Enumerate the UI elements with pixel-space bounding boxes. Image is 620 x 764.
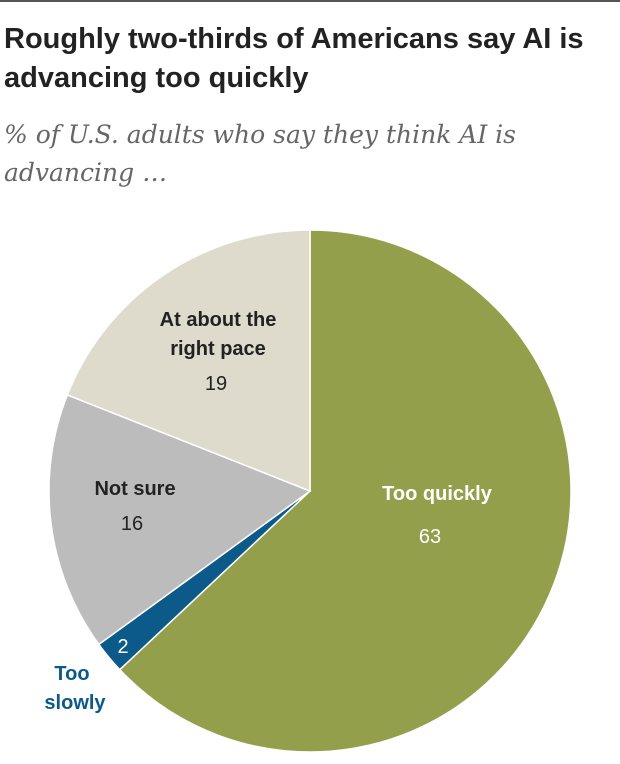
pie-slices	[48, 229, 572, 753]
slice-value-too-quickly: 63	[419, 526, 441, 548]
slice-label-at-about-the-right-pace: At about the right pace	[160, 309, 277, 360]
slice-value-at-about-the-right-pace: 19	[205, 373, 227, 395]
pie-slice-too-quickly	[118, 229, 572, 753]
chart-subtitle: % of U.S. adults who say they think AI i…	[4, 120, 516, 187]
pie-slice-not-sure	[48, 393, 312, 646]
slice-label-too-slowly: Too slowly	[44, 663, 106, 714]
chart-title: Roughly two-thirds of Americans say AI i…	[4, 23, 584, 94]
slice-value-too-slowly: 2	[117, 636, 128, 658]
pie-labels: Too quickly 63 Too slowly 2 Not sure 16 At abou…	[44, 309, 492, 714]
slice-value-not-sure: 16	[121, 513, 143, 535]
top-rule	[0, 0, 620, 2]
slice-label-too-quickly: Too quickly	[382, 483, 493, 505]
pie-slice-at-about-the-right-pace	[66, 229, 311, 493]
slice-label-not-sure: Not sure	[94, 478, 175, 500]
